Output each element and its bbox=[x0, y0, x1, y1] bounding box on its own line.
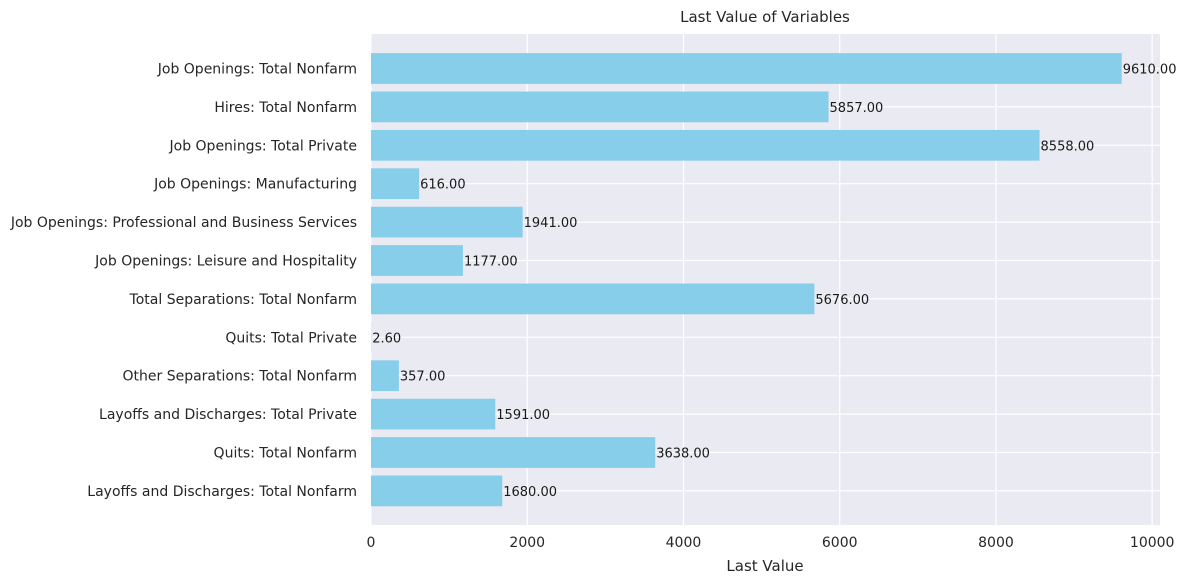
bar bbox=[371, 245, 463, 276]
category-label: Total Separations: Total Nonfarm bbox=[129, 292, 357, 308]
data-label: 9610.00 bbox=[1123, 63, 1177, 78]
data-label: 1680.00 bbox=[503, 485, 557, 500]
bar bbox=[371, 53, 1122, 84]
data-label: 1941.00 bbox=[524, 216, 578, 231]
category-label: Other Separations: Total Nonfarm bbox=[123, 369, 358, 385]
data-label: 616.00 bbox=[420, 178, 466, 193]
category-label: Layoffs and Discharges: Total Nonfarm bbox=[87, 484, 357, 500]
bar bbox=[371, 475, 503, 507]
category-label: Quits: Total Private bbox=[225, 330, 357, 346]
x-tick-label: 10000 bbox=[1130, 535, 1175, 551]
category-label: Job Openings: Professional and Business … bbox=[10, 215, 357, 231]
x-tick-label: 2000 bbox=[509, 535, 545, 551]
data-label: 5676.00 bbox=[815, 293, 869, 308]
x-axis-label: Last Value bbox=[726, 557, 803, 575]
category-label: Hires: Total Nonfarm bbox=[214, 100, 357, 116]
category-labels: Job Openings: Total Nonfarm Hires: Total … bbox=[10, 62, 357, 500]
data-label: 1177.00 bbox=[464, 255, 518, 270]
data-label: 2.60 bbox=[372, 331, 401, 346]
data-label: 357.00 bbox=[400, 370, 446, 385]
x-tick-label: 8000 bbox=[978, 535, 1014, 551]
data-label: 3638.00 bbox=[656, 447, 710, 462]
x-tick-label: 4000 bbox=[666, 535, 702, 551]
category-label: Job Openings: Total Private bbox=[169, 138, 358, 154]
chart-title: Last Value of Variables bbox=[680, 8, 850, 26]
bar bbox=[371, 168, 420, 200]
bar bbox=[371, 206, 523, 238]
bar bbox=[371, 437, 656, 468]
bars: 9610.00 5857.00 8558.00 616.00 1941.00 1177.0… bbox=[371, 53, 1177, 507]
data-label: 5857.00 bbox=[830, 101, 884, 116]
x-tick-label: 0 bbox=[367, 535, 376, 551]
x-tick-label: 6000 bbox=[822, 535, 858, 551]
x-tick-labels: 0 2000 4000 6000 8000 10000 bbox=[367, 535, 1175, 551]
category-label: Layoffs and Discharges: Total Private bbox=[99, 407, 357, 423]
bar bbox=[371, 129, 1040, 161]
bar bbox=[371, 91, 829, 123]
data-label: 1591.00 bbox=[496, 408, 550, 423]
bar bbox=[371, 283, 815, 315]
category-label: Job Openings: Leisure and Hospitality bbox=[94, 254, 357, 270]
category-label: Quits: Total Nonfarm bbox=[214, 446, 357, 462]
bar bbox=[371, 398, 496, 430]
category-label: Job Openings: Total Nonfarm bbox=[157, 62, 357, 78]
bar bbox=[371, 360, 399, 392]
data-label: 8558.00 bbox=[1041, 139, 1095, 154]
category-label: Job Openings: Manufacturing bbox=[153, 177, 357, 193]
